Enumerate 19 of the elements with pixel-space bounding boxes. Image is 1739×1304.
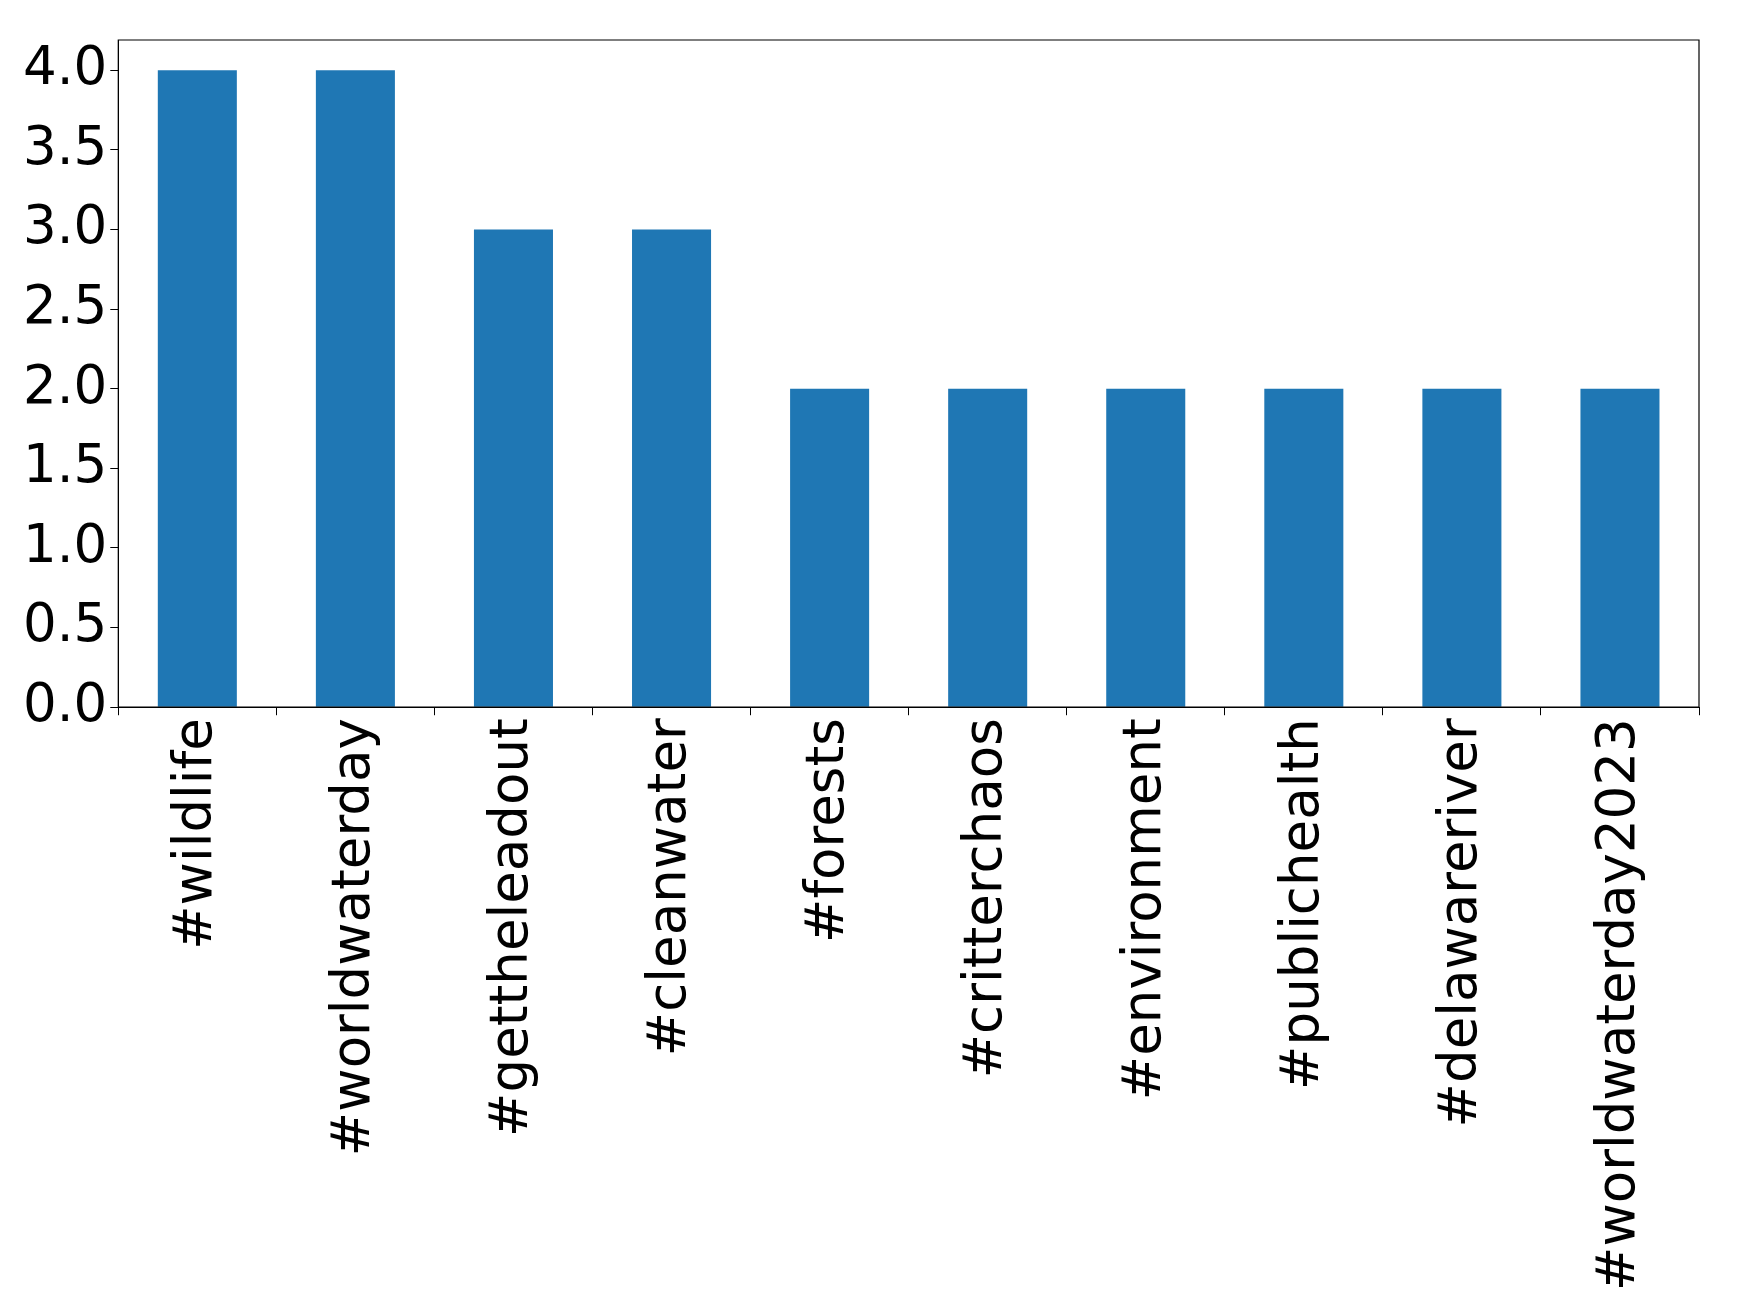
x-tick-label: #critterchaos: [952, 718, 1014, 1079]
x-tick-label: #worldwaterday2023: [1584, 718, 1646, 1291]
x-tick-label: #environment: [1110, 718, 1172, 1101]
x-tick-label: #publichealth: [1268, 718, 1330, 1090]
y-tick-label: 3.0: [22, 194, 108, 256]
y-tick-label: 2.5: [22, 273, 108, 335]
y-tick-label: 1.5: [22, 433, 108, 495]
x-tick-label: #delawareriver: [1426, 718, 1488, 1128]
y-tick-label: 1.0: [22, 512, 108, 574]
x-tick-label: #forests: [794, 718, 856, 943]
y-tick-label: 3.5: [22, 114, 108, 176]
x-tick-label: #gettheleadout: [478, 718, 540, 1137]
x-tick-label: #worldwaterday: [320, 718, 382, 1157]
y-tick-label: 0.5: [22, 592, 108, 654]
y-tick-label: 0.0: [22, 671, 108, 733]
x-tick-label: #cleanwater: [636, 718, 698, 1057]
y-tick-label: 4.0: [22, 35, 108, 97]
y-tick-label: 2.0: [22, 353, 108, 415]
x-tick-label: #wildlife: [162, 718, 224, 950]
